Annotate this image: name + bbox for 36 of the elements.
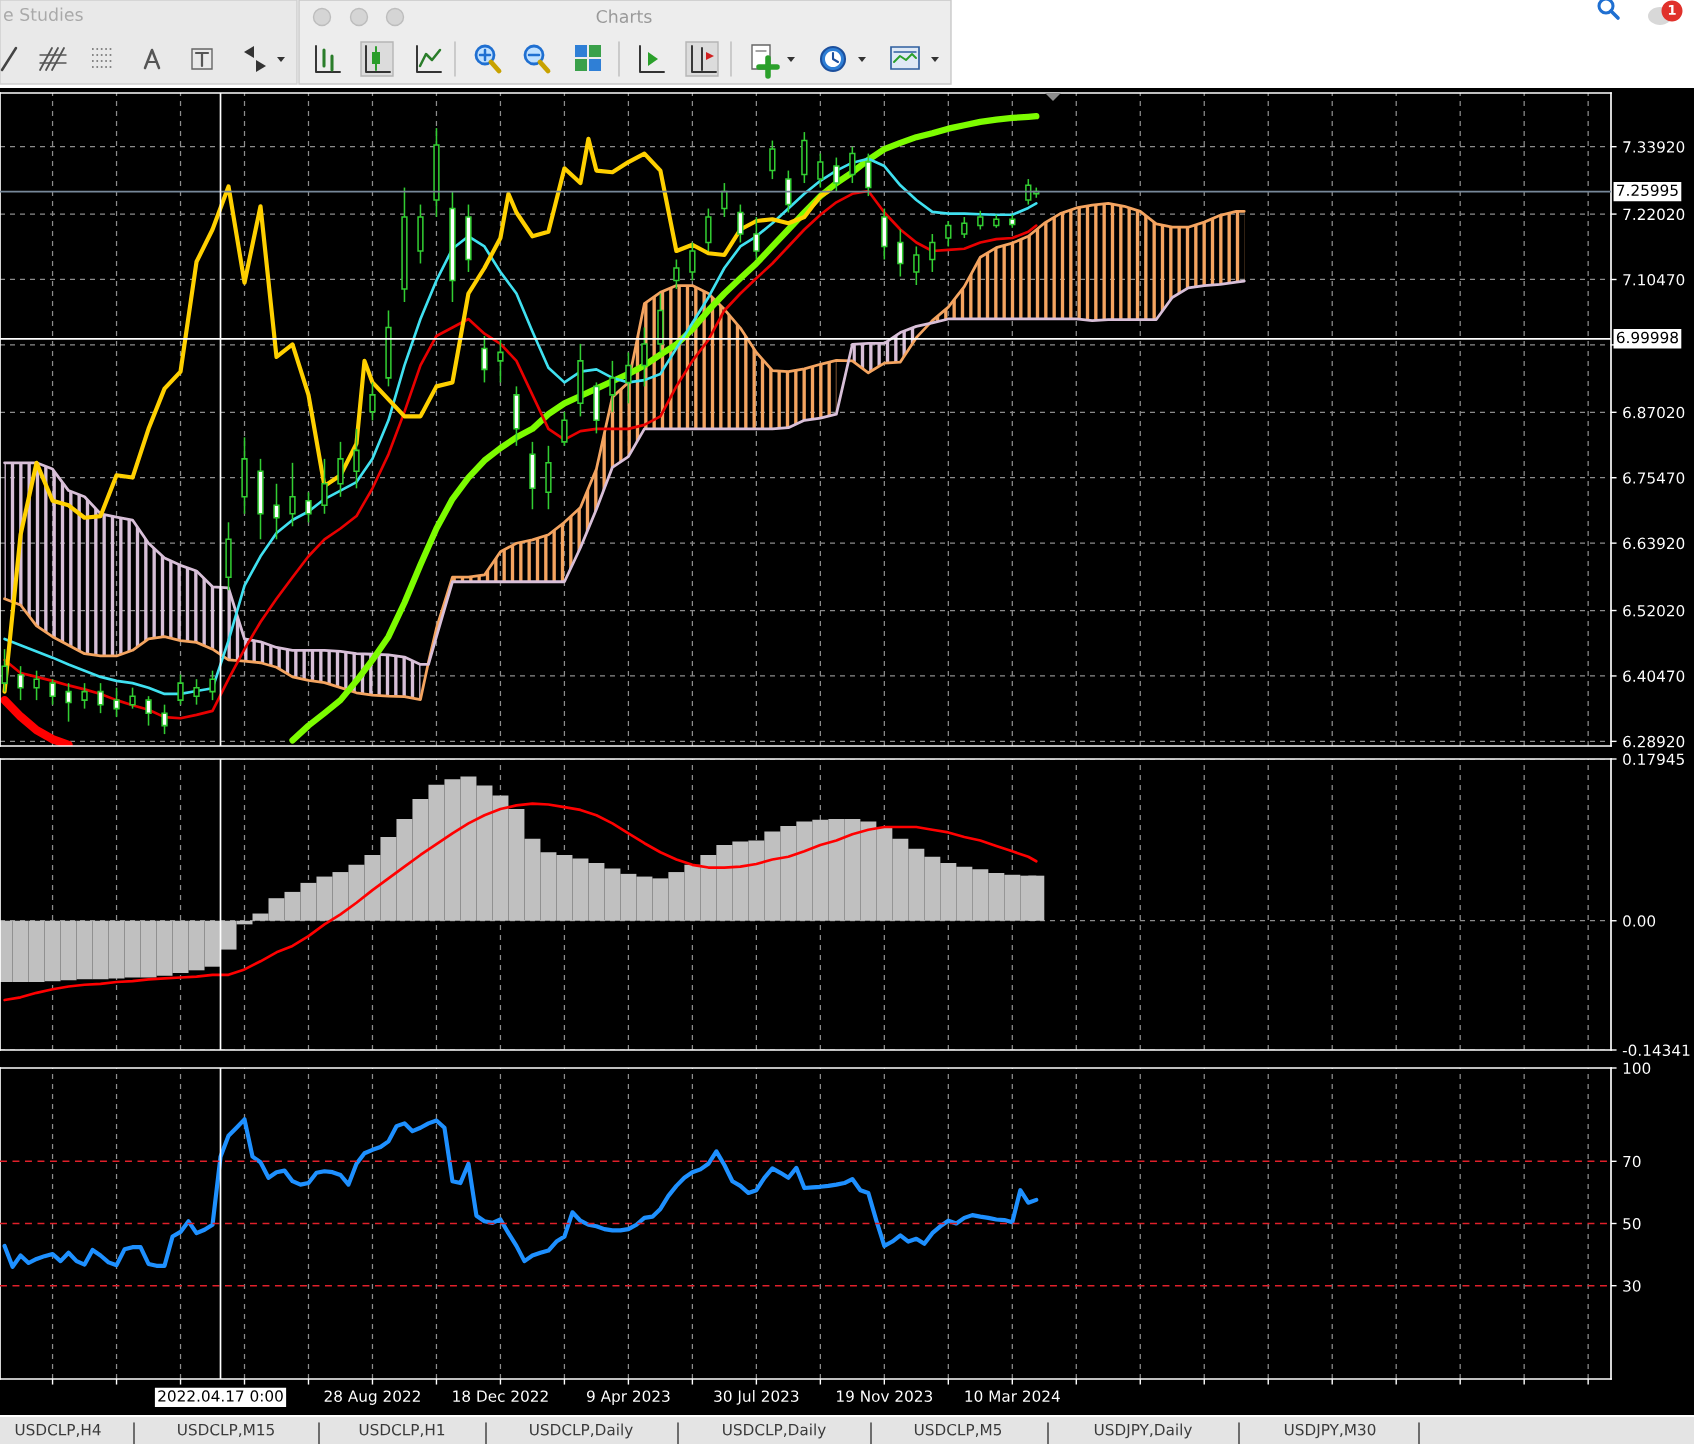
y-tick-label: 6.63920 — [1623, 537, 1685, 550]
y-tick-label: -0.14341 — [1622, 1044, 1690, 1057]
x-tick-label: 10 Mar 2024 — [965, 1390, 1060, 1402]
y-tick-label: 6.87020 — [1623, 406, 1685, 419]
y-tick-label: 7.33920 — [1623, 141, 1685, 153]
y-tick-label: 7.10470 — [1623, 273, 1685, 286]
x-tick-label: 28 Aug 2022 — [324, 1390, 420, 1405]
text: USDCLP,H1 — [359, 1423, 445, 1437]
text: USDJPY,Daily — [1094, 1423, 1192, 1439]
ref-line-label: 6.99998 — [1616, 331, 1678, 344]
ref-line-label: 7.25995 — [1617, 184, 1678, 197]
y-tick-label: 6.52020 — [1623, 604, 1685, 617]
y-tick-label: 0.17945 — [1623, 753, 1684, 766]
text: 1 — [1668, 5, 1676, 15]
y-tick-label: 70 — [1623, 1155, 1641, 1168]
text: USDJPY,M30 — [1284, 1423, 1376, 1439]
text: e Studies — [3, 7, 83, 22]
y-tick-label: 30 — [1623, 1280, 1641, 1292]
text: USDCLP,M15 — [178, 1423, 274, 1437]
x-tick-label: 9 Apr 2023 — [586, 1390, 670, 1405]
x-tick-label: 19 Nov 2023 — [837, 1390, 933, 1402]
x-tick-label: 30 Jul 2023 — [714, 1390, 799, 1405]
y-tick-label: 6.40470 — [1623, 670, 1685, 682]
text: USDCLP,H4 — [15, 1423, 101, 1437]
y-tick-label: 6.75470 — [1623, 472, 1685, 484]
y-tick-label: 0.00 — [1623, 915, 1656, 927]
y-tick-label: 7.22020 — [1623, 208, 1685, 221]
ref-line-label: 2022.04.17 0:00 — [158, 1390, 283, 1402]
text: USDCLP,M5 — [914, 1423, 1002, 1437]
x-tick-label: 18 Dec 2022 — [453, 1390, 548, 1402]
text: Charts — [596, 9, 652, 24]
y-tick-label: 6.28920 — [1623, 735, 1685, 748]
text: USDCLP,Daily — [723, 1423, 826, 1439]
y-tick-label: 50 — [1623, 1217, 1641, 1230]
text: USDCLP,Daily — [530, 1423, 633, 1439]
y-tick-label: 100 — [1623, 1062, 1651, 1075]
